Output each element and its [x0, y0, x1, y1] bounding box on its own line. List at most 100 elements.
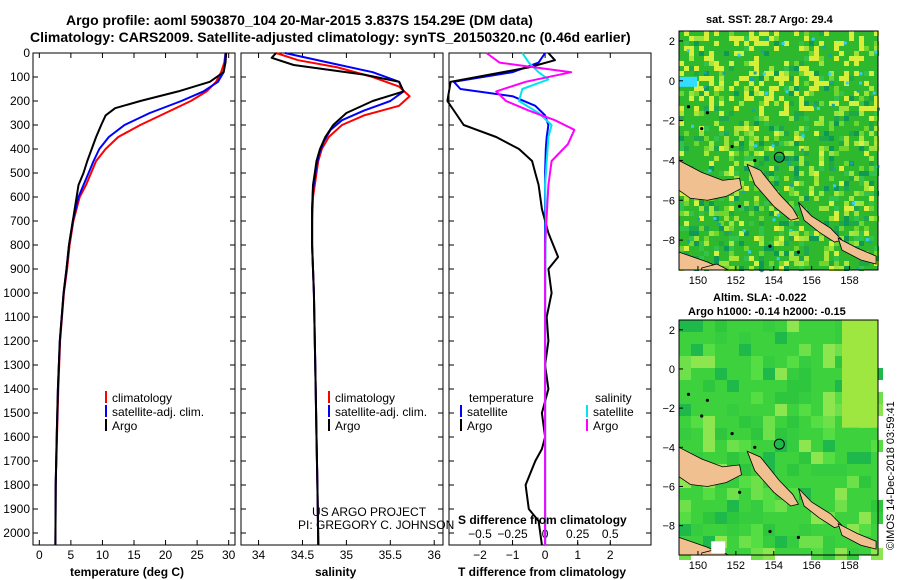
map-cell: [774, 251, 779, 256]
map-cell: [749, 156, 754, 161]
map-cell: [749, 221, 754, 226]
series-line-argo: [270, 52, 405, 546]
map-cell: [789, 101, 794, 106]
map-cell: [859, 141, 864, 146]
map-cell: [729, 211, 734, 216]
map-cell: [799, 41, 804, 46]
map-cell: [804, 261, 809, 266]
map-cell: [744, 131, 749, 136]
map-cell: [679, 121, 684, 126]
map-cell: [869, 186, 874, 191]
map-cell: [789, 156, 794, 161]
map-cell: [844, 116, 849, 121]
map-cell: [769, 96, 774, 101]
map-cell: [774, 211, 779, 216]
map-cell: [824, 81, 829, 86]
map-cell: [823, 440, 835, 452]
map-cell: [814, 81, 819, 86]
x-tick-label: 10: [96, 548, 110, 562]
map-cell: [699, 51, 704, 56]
map-cell: [779, 221, 784, 226]
map-cell: [844, 186, 849, 191]
map-cell: [739, 221, 744, 226]
map-cell: [719, 261, 724, 266]
map-cell: [679, 211, 684, 216]
map-cell: [779, 76, 784, 81]
y-tick-label: 1400: [3, 382, 30, 396]
map-cell: [744, 36, 749, 41]
map-cell: [871, 512, 883, 524]
map-cell: [684, 251, 689, 256]
map-cell: [819, 61, 824, 66]
map-cell: [679, 404, 691, 416]
map-cell: [772, 218, 776, 222]
map-cell: [835, 464, 847, 476]
map-cell: [804, 36, 809, 41]
legend-label-s-satellite: satellite: [593, 405, 634, 419]
island-dot: [705, 111, 710, 115]
map-cell: [854, 61, 859, 66]
map-cell: [727, 524, 739, 536]
map-cell: [729, 221, 734, 226]
map-cell: [719, 171, 724, 176]
map-cell: [787, 428, 799, 440]
map-cell: [823, 428, 835, 440]
map-cell: [789, 251, 794, 256]
map-cell: [779, 226, 784, 231]
map-cell: [859, 46, 864, 51]
map-cell: [799, 131, 804, 136]
map-cell: [739, 121, 744, 126]
map-cell: [704, 236, 709, 241]
x-tick-label: −1: [506, 548, 520, 562]
map-cell: [739, 206, 744, 211]
map-cell: [839, 106, 844, 111]
map-cell: [724, 116, 729, 121]
map-cell: [759, 231, 764, 236]
map-cell: [789, 116, 794, 121]
map-cell: [854, 191, 859, 196]
map-cell: [724, 231, 729, 236]
map-cell: [824, 146, 829, 151]
map-cell: [804, 196, 809, 201]
island-dot: [768, 529, 772, 534]
map-cell: [689, 36, 694, 41]
map-cell: [709, 206, 714, 211]
map-cell: [839, 141, 844, 146]
map-cell: [744, 91, 749, 96]
map-cell: [739, 136, 744, 141]
map-cell: [764, 51, 769, 56]
map-cell: [739, 76, 744, 81]
map-cell: [775, 536, 787, 548]
map-cell: [794, 86, 799, 91]
map-cell: [835, 548, 847, 560]
map-cell: [819, 101, 824, 106]
series-line-climatology: [54, 52, 227, 546]
map-cell: [744, 206, 749, 211]
map-cell: [739, 476, 751, 488]
map-cell: [703, 71, 707, 75]
map-cell: [691, 356, 703, 368]
map-cell: [769, 146, 774, 151]
map-cell: [734, 126, 739, 131]
map-cell: [713, 217, 717, 221]
map-cell: [844, 211, 849, 216]
map-cell: [794, 236, 799, 241]
map-cell: [849, 176, 854, 181]
map-cell: [799, 171, 804, 176]
map-cell: [769, 266, 774, 271]
island-dot: [753, 158, 757, 163]
map-cell: [715, 368, 727, 380]
map-cell: [809, 56, 814, 61]
legend-label-satellite: satellite-adj. clim.: [112, 405, 204, 419]
map-cell: [844, 171, 849, 176]
map-cell: [854, 71, 859, 76]
map-cell: [774, 136, 779, 141]
map-cell: [729, 196, 734, 201]
difference-secondary-x-axis-label: S difference from climatology: [458, 513, 627, 527]
map-cell: [679, 512, 691, 524]
map-cell: [724, 266, 729, 271]
map-cell: [699, 136, 704, 141]
map-cell: [774, 71, 779, 76]
map-cell: [759, 116, 764, 121]
map-cell: [814, 196, 819, 201]
